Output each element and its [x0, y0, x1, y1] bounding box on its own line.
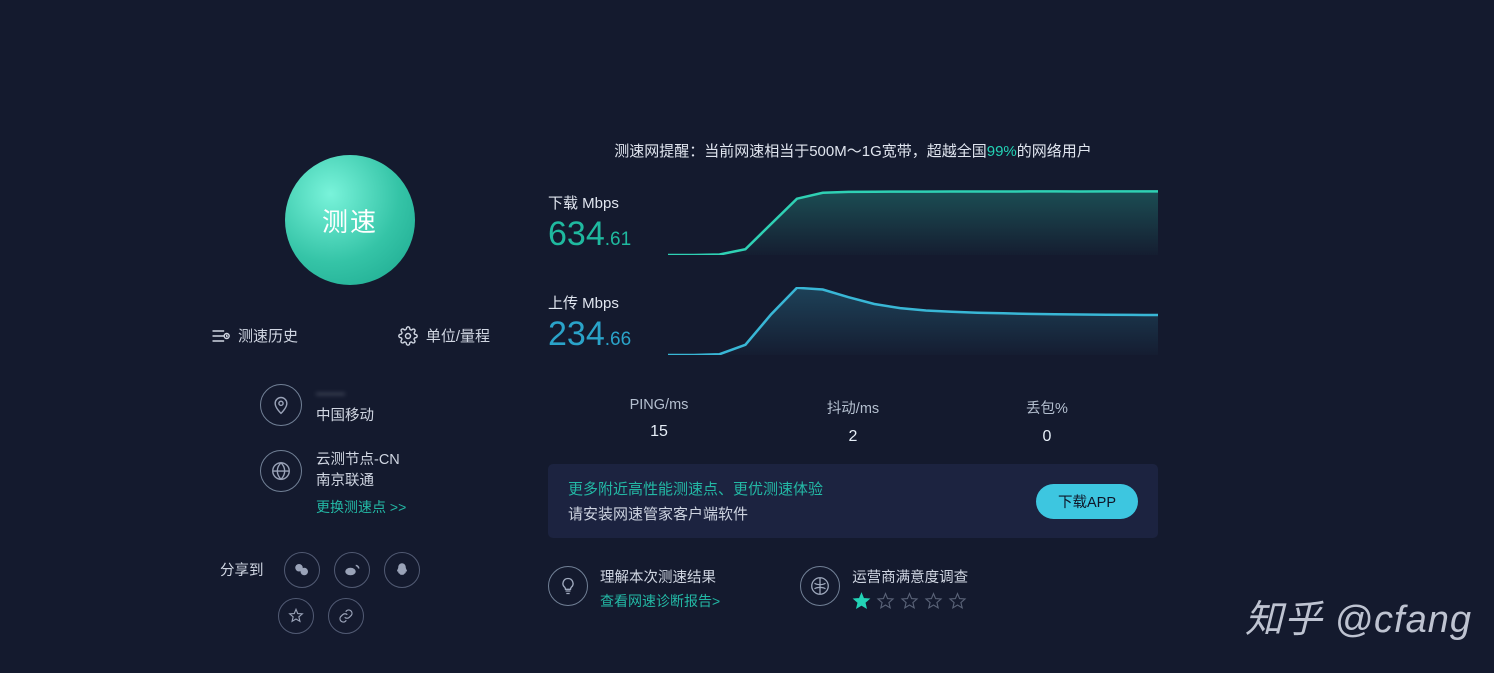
- survey-title: 运营商满意度调查: [852, 566, 968, 587]
- node-info: 云测节点-CN 南京联通 更换测速点 >>: [200, 442, 500, 534]
- ping-value: 15: [562, 423, 756, 441]
- upload-chart: [668, 287, 1158, 355]
- history-link[interactable]: 测速历史: [210, 325, 298, 346]
- star-2[interactable]: [876, 592, 895, 611]
- change-node-link[interactable]: 更换测速点 >>: [316, 497, 406, 518]
- download-app-button[interactable]: 下载APP: [1036, 484, 1138, 519]
- node-loc: 南京联通: [316, 471, 406, 493]
- speed-test-button-label: 测速: [322, 202, 378, 239]
- jitter-stat: 抖动/ms 2: [756, 397, 950, 446]
- globe-icon: [260, 450, 302, 492]
- download-chart: [668, 187, 1158, 255]
- isp-info: —— 中国移动: [200, 376, 500, 442]
- history-label: 测速历史: [238, 325, 298, 346]
- star-4[interactable]: [924, 592, 943, 611]
- jitter-label: 抖动/ms: [756, 397, 950, 418]
- units-link[interactable]: 单位/量程: [398, 325, 490, 346]
- survey-stars: [852, 592, 968, 611]
- jitter-value: 2: [756, 428, 950, 446]
- upload-dec: .66: [605, 329, 631, 350]
- tip-prefix: 测速网提醒：当前网速相当于500M～1G宽带，超越全国: [614, 143, 987, 160]
- survey-block: 运营商满意度调查: [800, 566, 968, 611]
- promo-banner: 更多附近高性能测速点、更优测速体验 请安装网速管家客户端软件 下载APP: [548, 464, 1158, 538]
- ping-stat: PING/ms 15: [562, 397, 756, 446]
- tip-line: 测速网提醒：当前网速相当于500M～1G宽带，超越全国99%的网络用户: [548, 140, 1158, 161]
- download-dec: .61: [605, 229, 631, 250]
- history-icon: [210, 326, 230, 346]
- location-icon: [260, 384, 302, 426]
- node-title: 云测节点-CN: [316, 450, 406, 472]
- share-weibo-icon[interactable]: [334, 552, 370, 588]
- units-label: 单位/量程: [426, 325, 490, 346]
- star-3[interactable]: [900, 592, 919, 611]
- tip-suffix: 的网络用户: [1017, 143, 1092, 160]
- loss-stat: 丢包% 0: [950, 397, 1144, 446]
- isp-carrier: 中国移动: [316, 406, 374, 428]
- understand-title: 理解本次测速结果: [600, 566, 720, 587]
- download-int: 634: [548, 215, 605, 253]
- speed-test-button[interactable]: 测速: [285, 155, 415, 285]
- loss-label: 丢包%: [950, 397, 1144, 418]
- china-mobile-icon: [800, 566, 840, 606]
- diagnosis-link[interactable]: 查看网速诊断报告>: [600, 591, 720, 611]
- banner-line1: 更多附近高性能测速点、更优测速体验: [568, 478, 823, 499]
- share-favorite-icon[interactable]: [278, 598, 314, 634]
- ping-label: PING/ms: [562, 397, 756, 413]
- upload-label: 上传 Mbps: [548, 292, 648, 313]
- banner-line2: 请安装网速管家客户端软件: [568, 503, 823, 524]
- share-link-icon[interactable]: [328, 598, 364, 634]
- loss-value: 0: [950, 428, 1144, 446]
- watermark: 知乎 @cfang: [1245, 588, 1472, 643]
- isp-name: ——: [316, 384, 374, 406]
- gear-icon: [398, 326, 418, 346]
- star-1[interactable]: [852, 592, 871, 611]
- download-metric: 下载 Mbps 634.61: [548, 187, 1158, 255]
- download-label: 下载 Mbps: [548, 192, 648, 213]
- understand-block: 理解本次测速结果 查看网速诊断报告>: [548, 566, 720, 611]
- star-5[interactable]: [948, 592, 967, 611]
- tip-pct: 99%: [987, 143, 1017, 160]
- share-qq-icon[interactable]: [384, 552, 420, 588]
- upload-metric: 上传 Mbps 234.66: [548, 287, 1158, 355]
- share-wechat-icon[interactable]: [284, 552, 320, 588]
- bulb-icon: [548, 566, 588, 606]
- upload-int: 234: [548, 315, 605, 353]
- share-label: 分享到: [220, 559, 264, 580]
